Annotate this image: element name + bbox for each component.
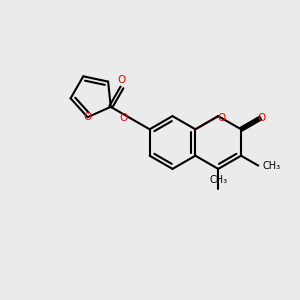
Text: O: O <box>118 75 126 85</box>
Text: O: O <box>218 112 226 123</box>
Text: O: O <box>120 113 128 123</box>
Text: O: O <box>83 112 92 122</box>
Text: CH₃: CH₃ <box>263 160 281 171</box>
Text: CH₃: CH₃ <box>209 175 227 185</box>
Text: O: O <box>257 113 265 123</box>
